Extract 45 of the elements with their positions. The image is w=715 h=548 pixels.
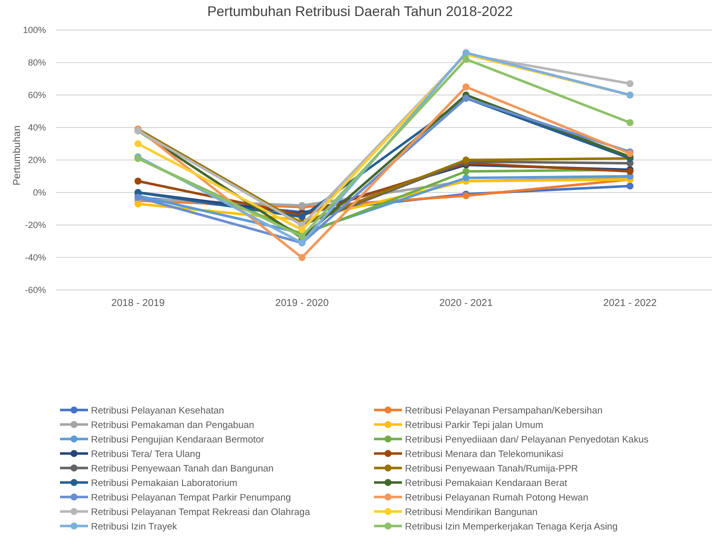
legend-label: Retribusi Pelayanan Kesehatan [91,406,224,416]
legend-label: Retribusi Pemakaian Kendaraan Berat [405,478,568,489]
point [462,168,470,175]
point [626,80,634,88]
point [626,119,634,126]
point [134,178,142,185]
y-tick-label: -20% [24,220,46,230]
legend-label: Retribusi Penyediiaan dan/ Pelayanan Penyedotan Kakus [405,434,649,446]
y-tick-label: 40% [28,122,46,132]
y-tick-label: 100% [22,25,46,35]
point [134,140,142,148]
legend-label: Retribusi Pelayanan Tempat Parkir Penumpang [91,492,291,504]
y-tick-label: 60% [28,90,46,100]
legend-label: Retribusi Pemakaman dan Pengabuan [91,420,254,431]
y-tick-label: 80% [28,58,46,68]
legend-label: Retribusi Mendirikan Bangunan [405,507,538,518]
point [134,200,142,208]
x-tick-label: 2020 - 2021 [439,298,494,309]
legend-label: Retribusi Parkir Tepi jalan Umum [405,420,544,431]
y-axis-title: Pertumbuhan [12,125,23,186]
y-tick-label: -40% [24,252,46,262]
legend-label: Retribusi Penyewaan Tanah dan Bangunan [91,464,274,474]
y-tick-label: 20% [28,155,46,165]
point [462,174,470,182]
legend-label: Retribusi Pemakaian Laboratorium [91,478,238,489]
legend-label: Retribusi Tera/ Tera Ulang [91,449,200,460]
legend-label: Retribusi Penyewaan Tanah/Rumija-PPR [405,464,578,474]
point [298,226,306,234]
legend-label: Retribusi Pelayanan Rumah Potong Hewan [405,492,588,504]
point [298,254,306,261]
y-tick-label: 0% [32,188,46,198]
point [462,56,470,63]
legend-label: Retribusi Izin Trayek [91,522,178,532]
legend-label: Retribusi Menara dan Telekomunikasi [405,449,564,460]
legend-label: Retribusi Pelayanan Persampahan/Kebersihan [405,406,603,416]
point [462,83,470,90]
legend-label: Retribusi Izin Memperkerjakan Tenaga Kerja Asing [405,522,618,532]
point [626,182,634,190]
x-tick-label: 2018 - 2019 [111,298,166,309]
legend-label: Retribusi Pelayanan Tempat Rekreasi dan Olahraga [91,507,311,518]
y-tick-label: -60% [24,285,46,295]
x-tick-label: 2019 - 2020 [275,298,330,309]
x-tick-label: 2021 - 2022 [603,298,658,309]
chart-title: Pertumbuhan Retribusi Daerah Tahun 2018-2022 [207,3,514,19]
legend-label: Retribusi Pengujian Kendaraan Bermotor [91,434,264,446]
